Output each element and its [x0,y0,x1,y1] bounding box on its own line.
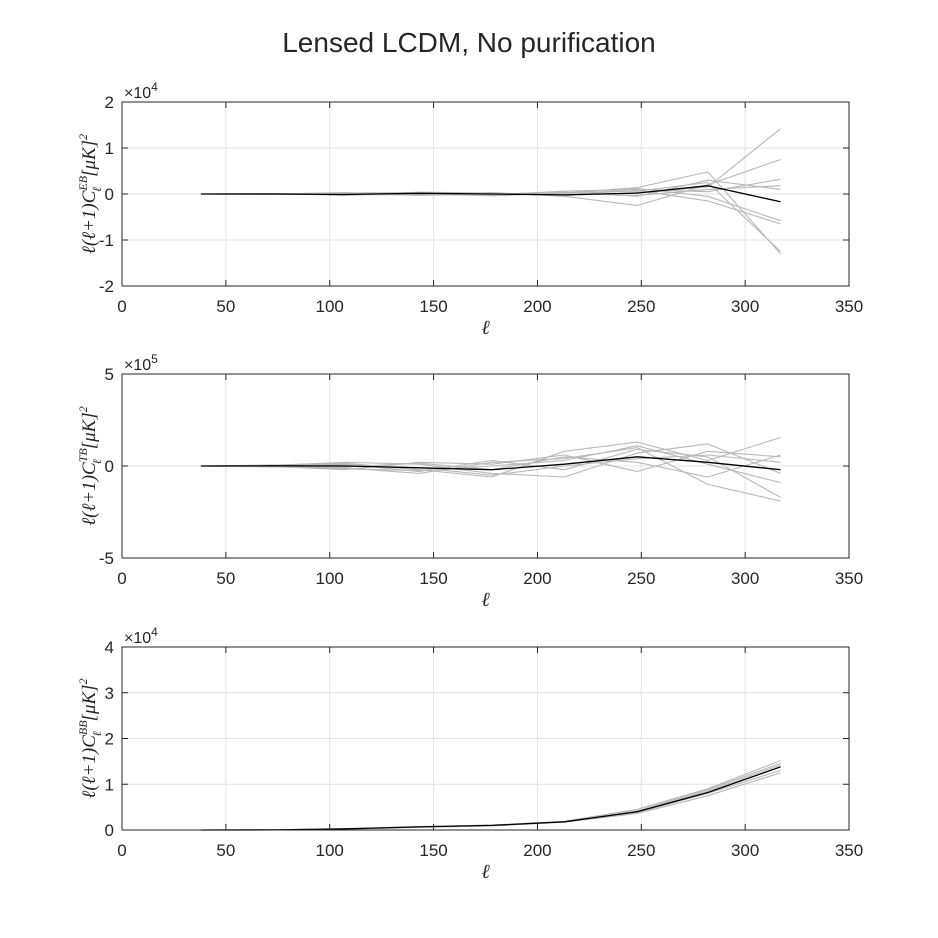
realization-series-line [200,443,781,478]
y-label-prefix: ℓ(ℓ+1)C [79,462,100,526]
mean-series-line [200,185,781,203]
x-tick-label: 250 [627,297,655,316]
x-axis-label: ℓ [481,589,490,611]
y-tick-label: 1 [105,775,114,794]
y-tick-label: 1 [105,139,114,158]
y-exponent-label: ×104 [124,80,158,102]
y-tick-label: 0 [105,185,114,204]
y-axis-label: ℓ(ℓ+1)CTBℓ [μK]2 [76,406,104,526]
x-tick-label: 0 [117,569,126,588]
x-axis-label: ℓ [481,861,490,883]
y-label-sub: ℓ [90,731,104,736]
x-tick-label: 350 [835,841,863,860]
mean-series-line [200,456,781,471]
y-tick-label: 4 [105,638,114,657]
x-tick-label: 300 [731,569,759,588]
x-tick-label: 200 [523,297,551,316]
y-label-suffix: [μK] [79,140,100,177]
x-tick-label: 350 [835,569,863,588]
y-label-power: 2 [76,678,90,684]
y-label-suffix: [μK] [79,684,100,721]
exponent-power: 4 [151,625,158,639]
subplot-2: 0 50 100 150 200 250 300 350-505 ×105ℓℓ(ℓ+1)CTBℓ… [76,352,863,611]
exponent-power: 5 [151,352,158,366]
x-tick-label: 100 [316,297,344,316]
x-tick-label: 150 [419,841,447,860]
x-tick-label: 50 [216,297,235,316]
x-tick-label: 300 [731,841,759,860]
y-label-sub: ℓ [90,187,104,192]
x-tick-label: 350 [835,297,863,316]
x-tick-label: 300 [731,297,759,316]
y-exponent-label: ×105 [124,352,158,374]
x-tick-label: 100 [316,569,344,588]
y-tick-label: 0 [105,821,114,840]
y-label-suffix: [μK] [79,412,100,449]
x-tick-label: 100 [316,841,344,860]
y-label-prefix: ℓ(ℓ+1)C [79,735,100,799]
y-label-sup: EB [76,175,90,191]
x-tick-label: 250 [627,841,655,860]
x-tick-label: 150 [419,297,447,316]
y-exponent-label: ×104 [124,625,158,647]
x-tick-label: 50 [216,841,235,860]
exponent-base: ×10 [124,85,151,102]
x-tick-label: 0 [117,297,126,316]
y-label-sup: TB [76,448,90,463]
exponent-base: ×10 [124,630,151,647]
y-label-sup: BB [76,720,90,735]
exponent-base: ×10 [124,357,151,374]
y-tick-label: -1 [99,231,114,250]
y-label-power: 2 [76,134,90,140]
y-tick-label: 2 [105,730,114,749]
x-tick-label: 200 [523,841,551,860]
exponent-power: 4 [151,80,158,94]
x-tick-label: 200 [523,569,551,588]
x-tick-label: 250 [627,569,655,588]
x-axis-label: ℓ [481,317,490,339]
y-tick-label: 2 [105,93,114,112]
y-label-power: 2 [76,406,90,412]
y-tick-label: 5 [105,365,114,384]
figure-title: Lensed LCDM, No purification [282,27,656,58]
y-tick-label: -5 [99,549,114,568]
y-tick-label: -2 [99,277,114,296]
y-tick-label: 3 [105,684,114,703]
y-tick-label: 0 [105,457,114,476]
y-label-sub: ℓ [90,459,104,464]
y-axis-label: ℓ(ℓ+1)CEBℓ [μK]2 [76,134,104,254]
x-tick-label: 150 [419,569,447,588]
x-tick-label: 50 [216,569,235,588]
y-label-prefix: ℓ(ℓ+1)C [79,190,100,254]
x-tick-label: 0 [117,841,126,860]
y-axis-label: ℓ(ℓ+1)CBBℓ [μK]2 [76,678,104,798]
realization-series-line [200,445,781,484]
